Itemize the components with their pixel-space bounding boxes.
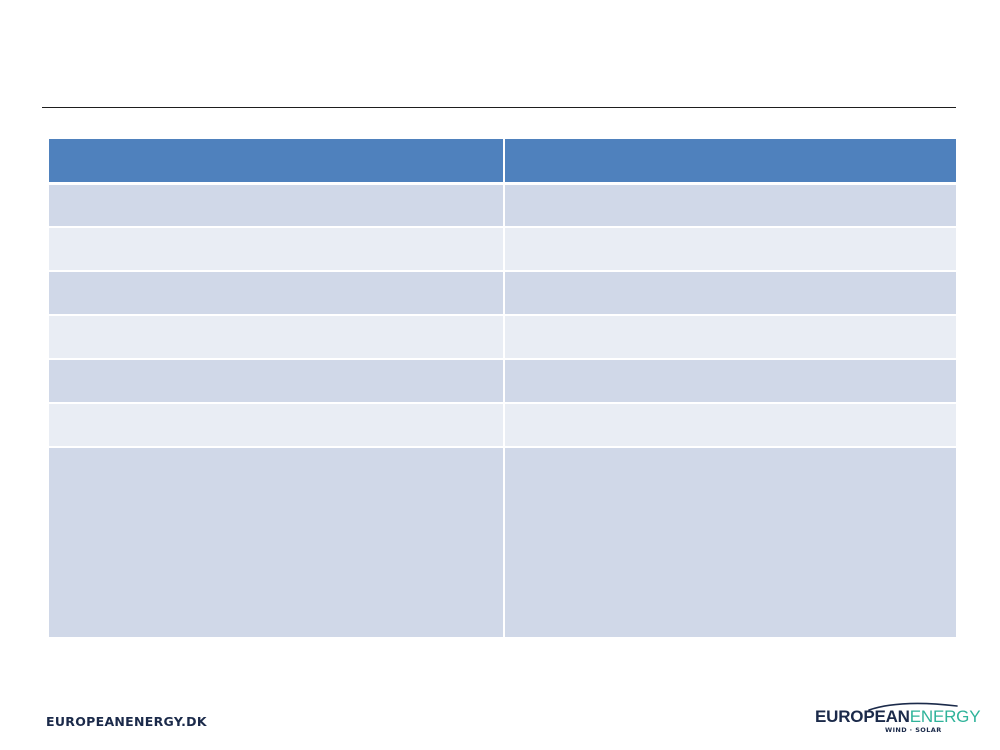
table-row xyxy=(49,359,956,404)
table-cell[interactable] xyxy=(49,447,505,637)
logo-wave-icon xyxy=(868,702,958,711)
table-cell[interactable] xyxy=(49,227,505,272)
table-cell[interactable] xyxy=(504,271,956,316)
slide-title[interactable] xyxy=(42,30,956,100)
table-header-row xyxy=(49,139,956,185)
table-row xyxy=(49,183,956,228)
logo-word-bold: EUROPEAN xyxy=(815,707,910,726)
table-row xyxy=(49,227,956,272)
table-cell[interactable] xyxy=(504,315,956,360)
table-row xyxy=(49,447,956,637)
table-row xyxy=(49,271,956,316)
table-cell[interactable] xyxy=(49,271,505,316)
footer-website: EUROPEANENERGY.DK xyxy=(46,714,207,729)
table-cell[interactable] xyxy=(504,447,956,637)
table-row xyxy=(49,403,956,448)
table-cell[interactable] xyxy=(504,359,956,404)
title-divider xyxy=(42,107,956,108)
logo-wordmark: EUROPEANENERGY xyxy=(815,707,981,727)
table-cell[interactable] xyxy=(49,403,505,448)
logo-tagline: WIND · SOLAR xyxy=(885,726,942,734)
table-header-cell[interactable] xyxy=(49,139,505,185)
logo-word-light: ENERGY xyxy=(909,707,981,726)
table-row xyxy=(49,315,956,360)
table-cell[interactable] xyxy=(504,183,956,228)
european-energy-logo: EUROPEANENERGY WIND · SOLAR xyxy=(815,702,981,738)
table-cell[interactable] xyxy=(504,227,956,272)
table-cell[interactable] xyxy=(49,359,505,404)
table-cell[interactable] xyxy=(49,183,505,228)
content-table xyxy=(49,139,956,637)
table-cell[interactable] xyxy=(49,315,505,360)
table-cell[interactable] xyxy=(504,403,956,448)
table-header-cell[interactable] xyxy=(504,139,956,185)
